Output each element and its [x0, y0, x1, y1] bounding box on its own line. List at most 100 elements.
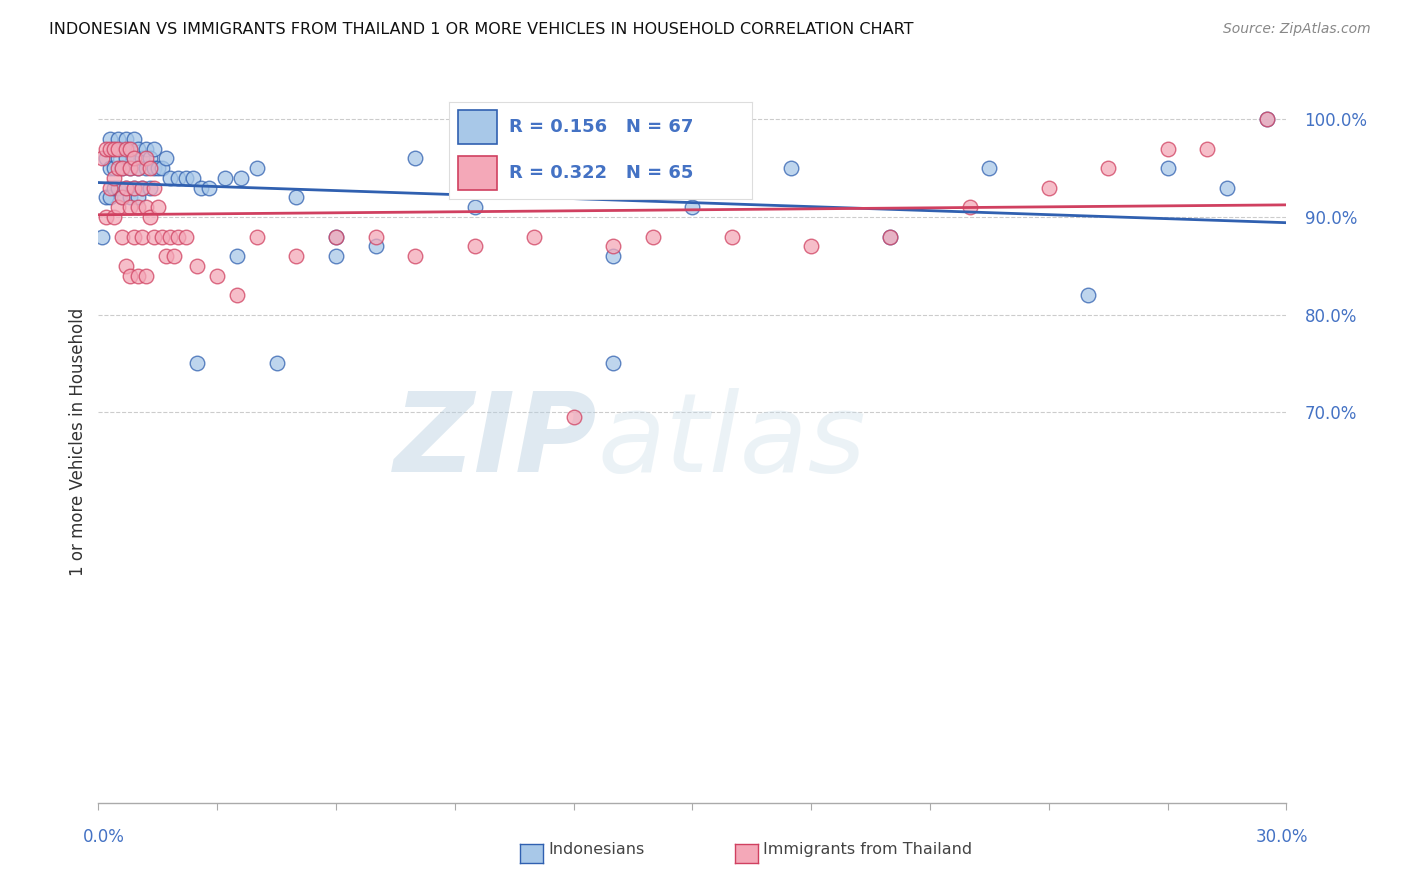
Point [91, 152, 114, 166]
Point [404, 152, 426, 166]
Point [142, 161, 165, 176]
Point [681, 200, 703, 214]
Point [602, 249, 624, 263]
Point [464, 239, 486, 253]
Point [122, 132, 145, 146]
Point [146, 161, 169, 176]
Point [404, 249, 426, 263]
Text: Source: ZipAtlas.com: Source: ZipAtlas.com [1223, 22, 1371, 37]
Point [107, 180, 129, 194]
Point [1256, 112, 1278, 127]
Point [122, 229, 145, 244]
Text: atlas: atlas [598, 388, 866, 495]
Point [107, 142, 129, 156]
Point [186, 356, 208, 370]
Point [98, 132, 121, 146]
Point [135, 200, 157, 214]
Point [142, 142, 165, 156]
Point [198, 180, 221, 194]
Point [107, 161, 129, 176]
Point [111, 161, 134, 176]
Point [96, 210, 118, 224]
Point [120, 161, 142, 176]
Point [103, 142, 125, 156]
Point [159, 170, 181, 185]
Point [120, 142, 142, 156]
Point [959, 200, 981, 214]
Point [602, 239, 624, 253]
Point [122, 180, 145, 194]
Point [155, 249, 177, 263]
Point [266, 356, 288, 370]
Point [139, 180, 162, 194]
Point [142, 180, 165, 194]
Point [1197, 142, 1219, 156]
Point [98, 161, 121, 176]
Point [135, 152, 157, 166]
Point [523, 180, 546, 194]
Point [103, 142, 125, 156]
Text: INDONESIAN VS IMMIGRANTS FROM THAILAND 1 OR MORE VEHICLES IN HOUSEHOLD CORRELATI: INDONESIAN VS IMMIGRANTS FROM THAILAND 1… [49, 22, 914, 37]
Point [186, 259, 208, 273]
Point [285, 190, 308, 204]
Point [364, 229, 387, 244]
Text: Immigrants from Thailand: Immigrants from Thailand [763, 842, 973, 857]
Point [205, 268, 228, 283]
Point [115, 180, 138, 194]
Point [131, 229, 153, 244]
Point [1097, 161, 1119, 176]
Point [111, 190, 134, 204]
Point [641, 229, 664, 244]
Point [226, 288, 249, 302]
Point [115, 152, 138, 166]
Point [464, 200, 486, 214]
Point [602, 356, 624, 370]
Point [127, 268, 149, 283]
Point [98, 190, 121, 204]
Point [115, 259, 138, 273]
Point [139, 152, 162, 166]
Point [122, 152, 145, 166]
Point [91, 229, 114, 244]
Text: ZIP: ZIP [394, 388, 598, 495]
Point [325, 229, 347, 244]
Point [111, 142, 134, 156]
Point [127, 142, 149, 156]
Point [139, 210, 162, 224]
Point [879, 229, 901, 244]
Point [131, 180, 153, 194]
Point [127, 190, 149, 204]
Point [96, 152, 118, 166]
Point [562, 410, 585, 425]
Point [229, 170, 252, 185]
Point [159, 229, 181, 244]
Text: 30.0%: 30.0% [1256, 828, 1309, 846]
Point [122, 180, 145, 194]
Point [111, 190, 134, 204]
Point [214, 170, 236, 185]
Point [120, 161, 142, 176]
Point [120, 268, 142, 283]
Point [1038, 180, 1060, 194]
Point [127, 161, 149, 176]
Point [107, 132, 129, 146]
Point [780, 161, 803, 176]
Point [103, 210, 125, 224]
Point [135, 161, 157, 176]
Point [1256, 112, 1278, 127]
Point [174, 170, 197, 185]
Point [285, 249, 308, 263]
Point [103, 170, 125, 185]
Point [1156, 161, 1178, 176]
Point [150, 229, 173, 244]
Point [122, 152, 145, 166]
Point [146, 200, 169, 214]
Point [98, 180, 121, 194]
Point [131, 180, 153, 194]
Point [979, 161, 1001, 176]
Point [1216, 180, 1239, 194]
Point [131, 152, 153, 166]
Point [120, 200, 142, 214]
Point [127, 200, 149, 214]
Point [107, 152, 129, 166]
